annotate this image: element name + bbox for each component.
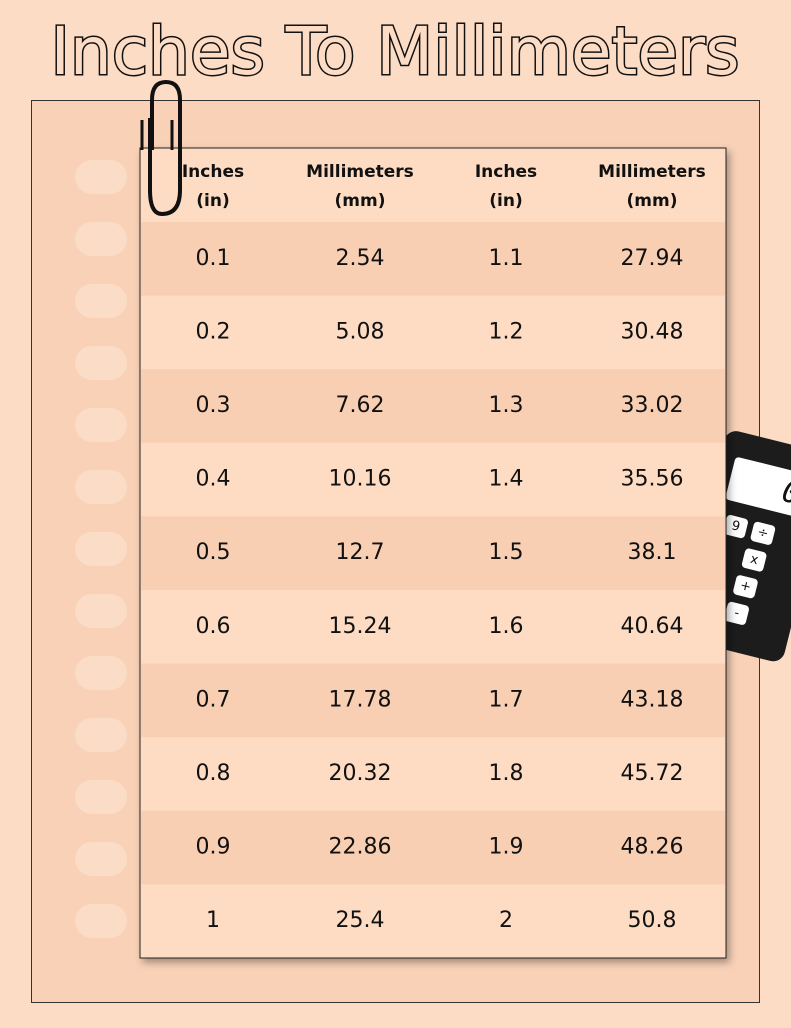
table-cell: 0.8 — [196, 761, 231, 786]
binder-holes — [75, 160, 127, 938]
table-cell: 12.7 — [336, 540, 385, 565]
table-cell: 0.1 — [196, 246, 231, 271]
table-cell: 0.5 — [196, 540, 231, 565]
row-band — [141, 516, 725, 590]
table-cell: 2 — [499, 908, 513, 933]
binder-hole — [75, 160, 127, 194]
binder-hole — [75, 842, 127, 876]
calculator-key — [724, 601, 750, 625]
binder-hole — [75, 346, 127, 380]
column-header: (in) — [196, 191, 229, 211]
page-title: Inches To Millimeters — [50, 13, 739, 90]
table-cell: 0.6 — [196, 614, 231, 639]
table-cell: 50.8 — [628, 908, 677, 933]
paper-clip — [148, 79, 182, 217]
table-cell: 2.54 — [336, 246, 385, 271]
table-cell: 40.64 — [621, 614, 684, 639]
table-cell: 30.48 — [621, 319, 684, 344]
table-cell: 45.72 — [621, 761, 684, 786]
calculator-key-label: ÷ — [756, 525, 770, 542]
table-cell: 17.78 — [329, 687, 392, 712]
column-header: (mm) — [335, 191, 386, 211]
calculator-key — [723, 515, 748, 539]
binder-hole — [75, 718, 127, 752]
table-cell: 0.2 — [196, 319, 231, 344]
table: Inches (in) Millimeters (mm) Inches (in) Milli… — [141, 162, 725, 933]
table-cell: 5.08 — [336, 319, 385, 344]
binder-hole — [75, 904, 127, 938]
calculator-key — [733, 575, 758, 599]
binder-hole — [75, 656, 127, 690]
column-header: Inches — [182, 162, 244, 182]
column-header: Millimeters — [306, 162, 414, 182]
row-band — [141, 369, 725, 443]
calculator-key-label: x — [749, 552, 760, 568]
row-band — [141, 810, 725, 885]
calculator-key-label: 9 — [730, 518, 742, 535]
table-cell: 1.5 — [489, 540, 524, 565]
column-header: (in) — [489, 191, 522, 211]
table-cell: 22.86 — [329, 835, 392, 860]
table-cell: 7.62 — [336, 393, 385, 418]
table-cell: 1.2 — [489, 319, 524, 344]
table-cell: 1 — [206, 908, 220, 933]
binder-hole — [75, 780, 127, 814]
table-cell: 48.26 — [621, 835, 684, 860]
row-band — [141, 222, 725, 296]
binder-hole — [75, 532, 127, 566]
binder-hole — [75, 408, 127, 442]
table-cell: 35.56 — [621, 467, 684, 492]
calculator-keys: 9 ÷ x + - — [723, 515, 776, 625]
table-cell: 33.02 — [621, 393, 684, 418]
calculator-key-label: + — [738, 578, 752, 595]
binder-hole — [75, 222, 127, 256]
table-cell: 25.4 — [336, 908, 385, 933]
table-cell: 1.1 — [489, 246, 524, 271]
table-cell: 0.4 — [196, 467, 231, 492]
binder-hole — [75, 594, 127, 628]
table-cell: 38.1 — [628, 540, 677, 565]
calculator-key — [741, 548, 767, 572]
table-cell: 1.8 — [489, 761, 524, 786]
calculator-key — [750, 521, 776, 545]
column-header: Millimeters — [598, 162, 706, 182]
paper-clip-wire — [140, 120, 174, 150]
table-cell: 0.7 — [196, 687, 231, 712]
column-header: Inches — [475, 162, 537, 182]
table-cell: 43.18 — [621, 687, 684, 712]
column-header: (mm) — [627, 191, 678, 211]
binder-hole — [75, 284, 127, 318]
table-cell: 15.24 — [329, 614, 392, 639]
table-cell: 0.9 — [196, 835, 231, 860]
row-band — [141, 663, 725, 738]
table-cell: 1.9 — [489, 835, 524, 860]
table-cell: 1.7 — [489, 687, 524, 712]
table-cell: 1.6 — [489, 614, 524, 639]
table-cell: 10.16 — [329, 467, 392, 492]
table-cell: 27.94 — [621, 246, 684, 271]
table-cell: 1.3 — [489, 393, 524, 418]
table-cell: 1.4 — [489, 467, 524, 492]
calculator-key-label: - — [733, 606, 741, 622]
table-cell: 20.32 — [329, 761, 392, 786]
table-cell: 0.3 — [196, 393, 231, 418]
binder-hole — [75, 470, 127, 504]
